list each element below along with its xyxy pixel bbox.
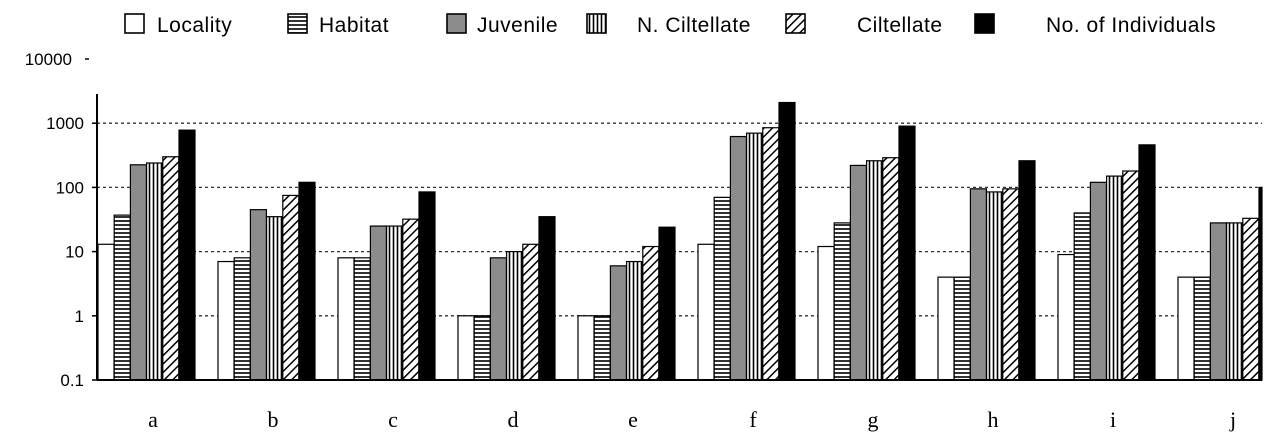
- bar-f-gray: [729, 135, 748, 381]
- y-tick-label: 10000: [25, 50, 72, 69]
- bar-a-gray: [129, 164, 147, 381]
- legend-swatch-horizontal: [287, 13, 308, 34]
- bar-a-white: [97, 243, 115, 381]
- bar-j-vertical: [1225, 222, 1244, 381]
- x-tick-label: b: [268, 407, 279, 432]
- bar-e-diagonal: [642, 245, 660, 381]
- x-tick-label: h: [988, 407, 999, 432]
- bar-c-vertical: [386, 225, 404, 381]
- bar-a-diagonal: [162, 156, 180, 381]
- bar-f-horizontal: [713, 196, 731, 381]
- bar-e-black: [658, 226, 676, 381]
- bar-a-horizontal: [113, 214, 131, 381]
- bar-g-gray: [849, 164, 868, 381]
- bar-d-diagonal: [522, 243, 540, 381]
- y-axis: 10000 1000 100 10 1 0.1: [25, 50, 98, 390]
- bar-j-diagonal: [1242, 217, 1260, 381]
- y-tick-label: 0.1: [60, 371, 84, 390]
- bar-h-horizontal: [953, 276, 971, 381]
- x-tick-label: a: [148, 407, 158, 432]
- x-tick-label: j: [1229, 407, 1236, 432]
- bar-i-black: [1138, 144, 1156, 381]
- legend-swatch-vertical: [586, 13, 607, 34]
- y-tick-label: 100: [56, 178, 84, 197]
- legend-swatch-diagonal: [785, 13, 806, 34]
- bar-d-white: [457, 315, 475, 381]
- legend-label: Ciltellate: [857, 14, 943, 37]
- bar-h-black: [1018, 160, 1036, 381]
- bar-i-white: [1057, 253, 1075, 381]
- bar-d-vertical: [506, 251, 524, 381]
- legend-swatch-white: [124, 13, 145, 34]
- legend-label: Juvenile: [477, 14, 558, 37]
- bar-a-vertical: [146, 162, 164, 381]
- legend: Locality Habitat Juvenile N. Ciltellate Cilt…: [124, 13, 1216, 37]
- legend-label: No. of Individuals: [1046, 14, 1216, 37]
- legend-swatch-black: [974, 13, 995, 34]
- bar-g-vertical: [865, 160, 884, 381]
- bar-f-vertical: [745, 132, 764, 381]
- bar-g-diagonal: [882, 157, 900, 381]
- y-tick-label: 1: [75, 307, 84, 326]
- legend-label: Locality: [157, 14, 232, 37]
- bar-j-horizontal: [1193, 276, 1211, 381]
- bar-b-gray: [249, 209, 267, 381]
- bar-i-gray: [1089, 181, 1108, 381]
- y-tick-label: 10: [65, 243, 84, 262]
- bar-b-white: [217, 260, 235, 381]
- x-tick-label: d: [508, 407, 519, 432]
- x-tick-label: g: [868, 407, 879, 432]
- bar-c-horizontal: [353, 257, 371, 381]
- bar-f-diagonal: [762, 127, 780, 381]
- x-tick-label: i: [1110, 407, 1116, 432]
- x-tick-label: e: [628, 407, 638, 432]
- bar-f-white: [697, 243, 715, 381]
- bar-h-vertical: [985, 191, 1004, 381]
- bar-b-diagonal: [282, 194, 300, 381]
- bar-j-gray: [1209, 222, 1228, 381]
- y-tick-label: 1000: [46, 114, 84, 133]
- bar-g-horizontal: [833, 222, 851, 381]
- bar-g-black: [898, 125, 916, 381]
- bar-e-horizontal: [593, 315, 611, 381]
- bar-b-vertical: [266, 216, 284, 381]
- bar-c-diagonal: [402, 218, 420, 381]
- bar-c-white: [337, 257, 355, 381]
- bar-i-horizontal: [1073, 212, 1091, 381]
- bar-d-gray: [489, 257, 507, 381]
- bar-e-vertical: [625, 260, 644, 381]
- bar-j-black: [1258, 186, 1263, 381]
- x-tick-label: c: [388, 407, 398, 432]
- legend-swatch-gray: [446, 13, 467, 34]
- bar-i-diagonal: [1122, 170, 1140, 381]
- x-axis: a b c d e f g h i j: [97, 379, 1262, 432]
- bar-d-black: [538, 216, 556, 381]
- legend-label: Habitat: [319, 14, 389, 37]
- bar-j-white: [1177, 276, 1195, 381]
- bar-c-black: [418, 191, 436, 381]
- bar-i-vertical: [1105, 175, 1124, 381]
- bar-g-white: [817, 245, 835, 381]
- bar-h-diagonal: [1002, 188, 1020, 381]
- bar-c-gray: [369, 225, 387, 381]
- legend-label: N. Ciltellate: [637, 14, 751, 37]
- x-tick-label: f: [749, 407, 757, 432]
- bars: [97, 101, 1263, 381]
- bar-e-gray: [609, 265, 628, 381]
- bar-a-black: [178, 129, 196, 381]
- bar-b-black: [298, 181, 316, 381]
- bar-f-black: [778, 101, 796, 381]
- bar-d-horizontal: [473, 315, 491, 381]
- bar-b-horizontal: [233, 257, 251, 381]
- bar-e-white: [577, 315, 595, 381]
- bar-h-white: [937, 276, 955, 381]
- bar-h-gray: [969, 188, 988, 381]
